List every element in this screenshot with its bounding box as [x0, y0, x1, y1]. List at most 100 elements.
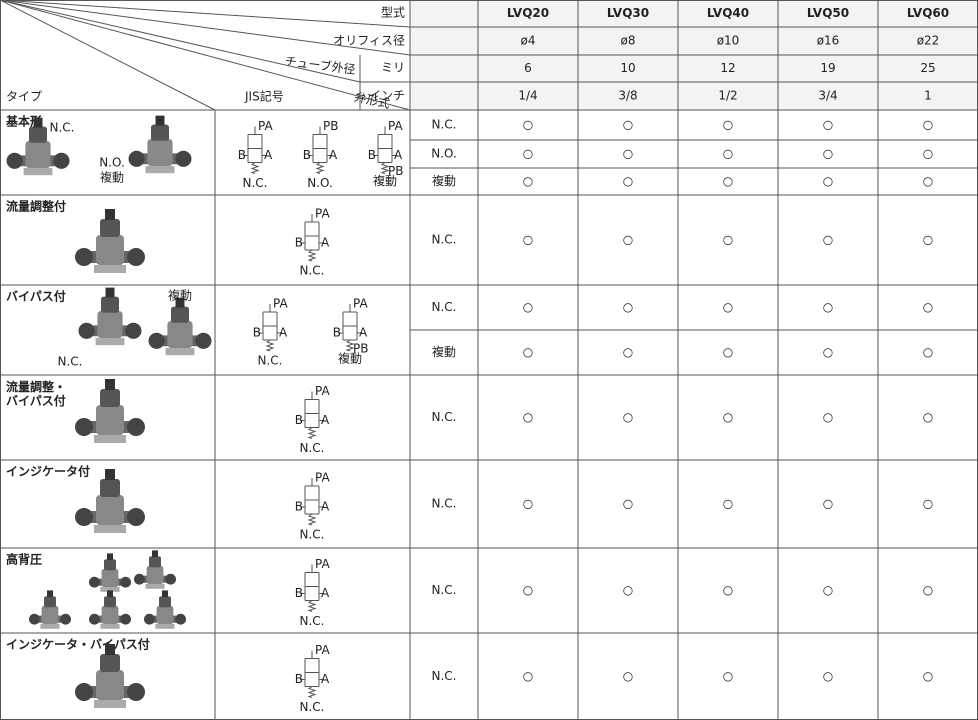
availability: ○ — [923, 345, 933, 359]
jis-port: PB — [353, 342, 368, 356]
body — [96, 235, 124, 265]
fitting-end — [120, 613, 131, 625]
jis-caption: N.C. — [300, 528, 325, 542]
jis-port: A — [264, 148, 273, 162]
photo-label: 複動 — [100, 170, 124, 185]
valve-type: N.O. — [431, 147, 457, 161]
availability: ○ — [723, 300, 733, 314]
fitting-end — [148, 332, 165, 349]
body — [147, 139, 173, 166]
base — [95, 338, 125, 346]
body — [156, 606, 174, 624]
availability: ○ — [623, 300, 633, 314]
valve-type: 複動 — [432, 173, 456, 188]
jis-port: PA — [258, 119, 273, 133]
availability: ○ — [723, 497, 733, 511]
jis-port: PA — [353, 297, 368, 311]
availability: ○ — [623, 174, 633, 188]
availability: ○ — [923, 233, 933, 247]
availability: ○ — [523, 583, 533, 597]
availability: ○ — [923, 118, 933, 132]
knob — [107, 553, 113, 560]
rule — [0, 0, 361, 83]
model-label: 型式 — [381, 6, 405, 20]
fitting-end — [175, 150, 192, 167]
jis-port: PA — [315, 384, 330, 398]
knob — [105, 209, 115, 220]
body — [96, 670, 124, 700]
body — [101, 606, 119, 624]
base — [165, 348, 195, 356]
availability: ○ — [623, 118, 633, 132]
jis-port: A — [394, 148, 403, 162]
inch-label: インチ — [369, 89, 405, 103]
availability: ○ — [923, 669, 933, 683]
jis-port: A — [321, 586, 330, 600]
tube-mm: 12 — [720, 61, 735, 75]
tube-inch: 3/4 — [818, 89, 837, 103]
valve-photo — [29, 590, 71, 629]
fitting-end — [6, 152, 23, 169]
availability: ○ — [523, 497, 533, 511]
base — [145, 166, 175, 174]
jis-caption: 複動 — [338, 351, 362, 366]
availability: ○ — [923, 410, 933, 424]
orifice-size: ø10 — [717, 34, 740, 48]
fitting-end — [60, 613, 71, 625]
availability: ○ — [523, 174, 533, 188]
cap — [159, 596, 171, 608]
jis-caption: N.C. — [300, 264, 325, 278]
type-name: 流量調整・バイパス付 — [6, 379, 66, 408]
base — [40, 624, 60, 629]
valve-photo — [75, 379, 145, 443]
availability: ○ — [923, 300, 933, 314]
valve-type: 複動 — [432, 344, 456, 359]
availability: ○ — [523, 118, 533, 132]
orifice-size: ø4 — [521, 34, 536, 48]
photo-label: 複動 — [168, 288, 192, 303]
model-name: LVQ50 — [807, 6, 849, 20]
fitting-end — [89, 576, 100, 588]
cap — [29, 126, 47, 143]
spring — [380, 162, 390, 174]
valve-type: N.C. — [432, 410, 457, 424]
jis-caption: N.C. — [258, 354, 283, 368]
availability: ○ — [823, 410, 833, 424]
availability: ○ — [723, 669, 733, 683]
jis-port: A — [321, 413, 330, 427]
type-name: 基本形 — [5, 114, 42, 129]
spring — [345, 339, 355, 352]
availability: ○ — [823, 118, 833, 132]
type-line: 流量調整・ — [6, 379, 66, 394]
tube-inch: 1 — [924, 89, 932, 103]
availability: ○ — [923, 147, 933, 161]
availability: ○ — [723, 147, 733, 161]
base — [155, 624, 175, 629]
valve-photo — [134, 550, 176, 589]
knob — [33, 117, 43, 128]
base — [100, 624, 120, 629]
orifice-size: ø22 — [917, 34, 940, 48]
fitting-end — [175, 613, 186, 625]
jis-port: PA — [315, 643, 330, 657]
valve-type: N.C. — [432, 300, 457, 314]
availability: ○ — [823, 147, 833, 161]
jis-port: PA — [273, 297, 288, 311]
valve-photo — [78, 287, 142, 346]
body — [96, 495, 124, 525]
availability: ○ — [723, 118, 733, 132]
availability: ○ — [923, 497, 933, 511]
tube-inch: 1/2 — [718, 89, 737, 103]
fitting-end — [29, 613, 40, 625]
valve-type: N.C. — [432, 497, 457, 511]
valve-type: N.C. — [432, 233, 457, 247]
knob — [105, 644, 115, 655]
rule — [0, 0, 411, 56]
spring — [315, 162, 325, 174]
jis-port: A — [321, 500, 330, 514]
knob — [107, 590, 113, 597]
base — [23, 168, 53, 176]
fitting-end — [53, 152, 70, 169]
fitting-end — [128, 150, 145, 167]
